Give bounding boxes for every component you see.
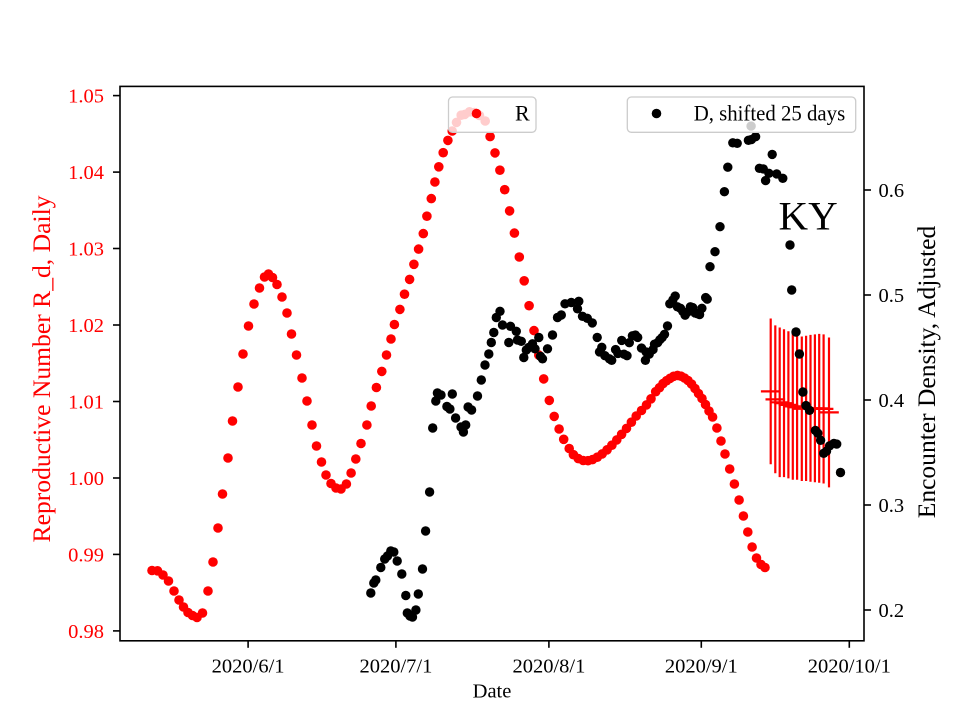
svg-text:Date: Date: [473, 681, 512, 703]
svg-text:2020/7/1: 2020/7/1: [359, 656, 432, 678]
svg-text:R: R: [515, 100, 530, 125]
svg-text:1.03: 1.03: [68, 239, 104, 261]
svg-text:2020/8/1: 2020/8/1: [512, 656, 585, 678]
svg-text:1.04: 1.04: [68, 162, 104, 184]
svg-text:1.01: 1.01: [68, 392, 104, 414]
svg-text:0.5: 0.5: [879, 285, 905, 307]
svg-text:2020/6/1: 2020/6/1: [212, 656, 285, 678]
svg-text:2020/10/1: 2020/10/1: [808, 656, 891, 678]
svg-text:1.05: 1.05: [68, 86, 104, 108]
svg-text:0.3: 0.3: [879, 495, 905, 517]
svg-text:D, shifted 25 days: D, shifted 25 days: [694, 100, 846, 125]
svg-text:2020/9/1: 2020/9/1: [665, 656, 738, 678]
svg-text:0.99: 0.99: [68, 544, 104, 566]
svg-text:1.00: 1.00: [68, 468, 104, 490]
svg-text:0.4: 0.4: [879, 390, 905, 412]
svg-text:Encounter Density, Adjusted: Encounter Density, Adjusted: [914, 225, 941, 518]
svg-text:1.02: 1.02: [68, 315, 104, 337]
svg-text:Reproductive Number R_d, Daily: Reproductive Number R_d, Daily: [29, 195, 56, 543]
svg-text:0.6: 0.6: [879, 180, 905, 202]
svg-text:0.98: 0.98: [68, 621, 104, 643]
svg-text:KY: KY: [779, 194, 838, 239]
svg-text:0.2: 0.2: [879, 600, 905, 622]
